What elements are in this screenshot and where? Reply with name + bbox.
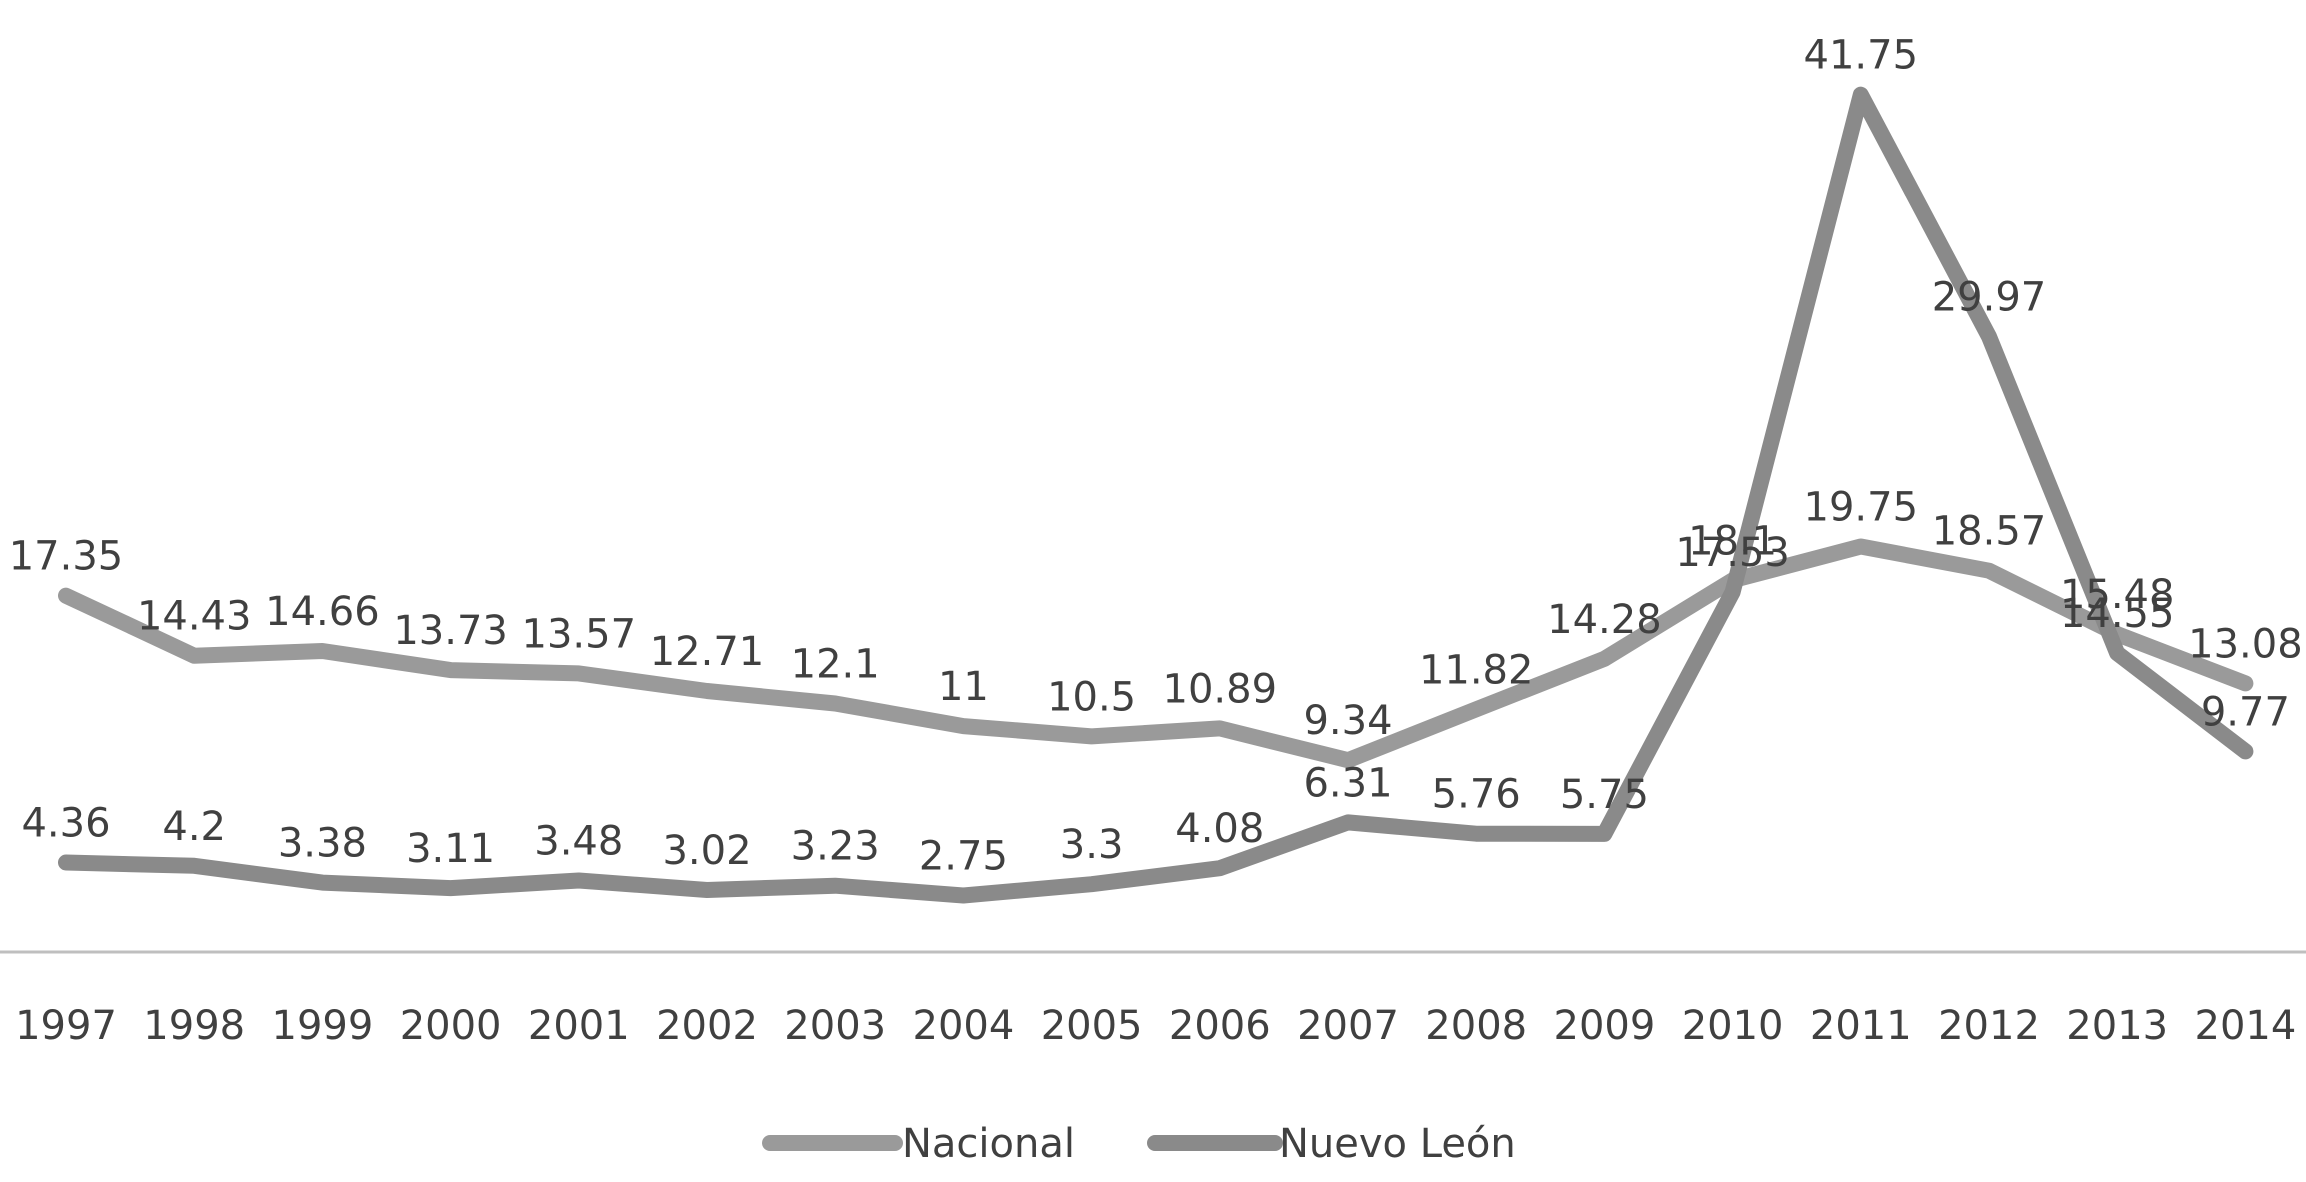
data-label-nuevo-leon-2001: 3.48	[534, 819, 623, 865]
x-tick-label-1999: 1999	[272, 1003, 374, 1049]
data-label-layer: 17.35 14.43 14.66 13.73 13.57 12.71 12.1 11 10.5…	[9, 33, 2303, 880]
data-label-nuevo-leon-2004: 2.75	[919, 834, 1008, 880]
legend: Nacional Nuevo León	[762, 1121, 1516, 1167]
data-label-nuevo-leon-2002: 3.02	[662, 828, 751, 874]
data-label-nuevo-leon-2012: 29.97	[1932, 275, 2047, 321]
data-label-nuevo-leon-1999: 3.38	[278, 821, 367, 867]
x-tick-label-2009: 2009	[1554, 1003, 1656, 1049]
data-label-nuevo-leon-2009: 5.75	[1560, 772, 1649, 818]
data-label-nacional-2007: 9.34	[1303, 698, 1392, 744]
data-label-nacional-2005: 10.5	[1047, 674, 1136, 720]
data-label-nuevo-leon-2005: 3.3	[1060, 822, 1124, 868]
data-label-nacional-2011: 19.75	[1804, 485, 1919, 531]
data-label-nacional-2008: 11.82	[1419, 647, 1534, 693]
data-label-nuevo-leon-2006: 4.08	[1175, 806, 1264, 852]
data-label-nuevo-leon-1997: 4.36	[21, 801, 110, 847]
legend-label-nacional: Nacional	[902, 1121, 1075, 1167]
x-tick-label-2010: 2010	[1682, 1003, 1784, 1049]
data-label-nacional-2002: 12.71	[650, 629, 765, 675]
x-tick-label-2002: 2002	[656, 1003, 758, 1049]
data-label-nuevo-leon-1998: 4.2	[162, 804, 226, 850]
x-tick-label-2014: 2014	[2195, 1003, 2297, 1049]
data-label-nacional-2014: 13.08	[2188, 621, 2303, 667]
data-label-nacional-2012: 18.57	[1932, 509, 2047, 555]
x-tick-layer: 1997 1998 1999 2000 2001 2002 2003 2004 2005 2006…	[15, 1003, 2296, 1049]
data-label-nuevo-leon-2000: 3.11	[406, 826, 495, 872]
data-label-nacional-2001: 13.57	[522, 611, 637, 657]
x-tick-label-2001: 2001	[528, 1003, 630, 1049]
x-tick-label-2006: 2006	[1169, 1003, 1271, 1049]
legend-label-nuevo-leon: Nuevo León	[1279, 1121, 1516, 1167]
x-tick-label-2000: 2000	[400, 1003, 502, 1049]
x-tick-label-1997: 1997	[15, 1003, 117, 1049]
series-layer	[58, 86, 2254, 904]
data-label-nacional-2010: 18.1	[1688, 518, 1777, 564]
x-tick-label-2005: 2005	[1041, 1003, 1143, 1049]
x-tick-label-2003: 2003	[784, 1003, 886, 1049]
x-tick-label-2011: 2011	[1810, 1003, 1912, 1049]
data-label-nacional-2013: 15.48	[2060, 572, 2175, 618]
data-label-nuevo-leon-2014: 9.77	[2201, 689, 2290, 735]
series-line-nacional	[58, 538, 2254, 769]
data-label-nacional-2003: 12.1	[791, 642, 880, 688]
data-label-nuevo-leon-2003: 3.23	[791, 824, 880, 870]
data-label-nacional-1997: 17.35	[9, 534, 124, 580]
data-label-nacional-2004: 11	[938, 664, 989, 710]
x-tick-label-2012: 2012	[1938, 1003, 2040, 1049]
data-label-nuevo-leon-2008: 5.76	[1432, 772, 1521, 818]
x-tick-label-2004: 2004	[913, 1003, 1015, 1049]
x-tick-label-2007: 2007	[1297, 1003, 1399, 1049]
data-label-nuevo-leon-2013: 14.55	[2060, 591, 2175, 637]
legend-item-nuevo-leon: Nuevo León	[1147, 1121, 1516, 1167]
legend-item-nacional: Nacional	[762, 1121, 1075, 1167]
data-label-nacional-2000: 13.73	[393, 608, 508, 654]
x-tick-label-2008: 2008	[1425, 1003, 1527, 1049]
data-label-nacional-1999: 14.66	[265, 589, 380, 635]
data-label-nacional-2006: 10.89	[1163, 666, 1278, 712]
series-line-nuevo-leon	[58, 86, 2254, 904]
data-label-nuevo-leon-2011: 41.75	[1804, 33, 1919, 79]
data-label-nacional-1998: 14.43	[137, 594, 252, 640]
data-label-nuevo-leon-2007: 6.31	[1303, 760, 1392, 806]
x-tick-label-2013: 2013	[2066, 1003, 2168, 1049]
data-label-nacional-2009: 14.28	[1547, 597, 1662, 643]
x-tick-label-1998: 1998	[143, 1003, 245, 1049]
data-label-nuevo-leon-2010: 17.53	[1675, 530, 1790, 576]
